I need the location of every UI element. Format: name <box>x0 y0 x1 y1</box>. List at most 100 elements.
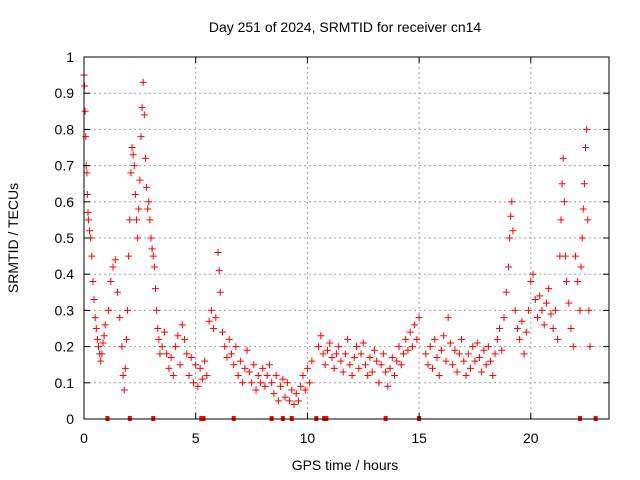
data-point <box>545 285 553 293</box>
data-point <box>181 335 189 343</box>
data-point <box>84 209 92 217</box>
data-point <box>155 335 163 343</box>
data-point <box>234 372 242 380</box>
data-point <box>337 357 345 365</box>
data-points <box>80 71 594 409</box>
data-point <box>462 372 470 380</box>
y-tick-label: 0.7 <box>55 158 75 174</box>
data-point <box>149 252 157 260</box>
data-point <box>84 216 92 224</box>
y-tick-label: 0.4 <box>55 266 75 282</box>
data-point <box>194 382 202 390</box>
data-point <box>160 328 168 336</box>
data-point <box>518 317 526 325</box>
data-point <box>183 350 191 358</box>
data-point <box>509 227 517 235</box>
data-point <box>507 212 515 220</box>
x-tick-label: 0 <box>80 430 88 446</box>
data-point <box>585 306 593 314</box>
data-point <box>346 361 354 369</box>
data-point <box>431 335 439 343</box>
y-tick-label: 1 <box>66 49 74 65</box>
data-point <box>245 368 253 376</box>
data-point <box>370 346 378 354</box>
data-point <box>357 350 365 358</box>
axes <box>83 56 610 420</box>
x-axis-label: GPS time / hours <box>292 457 399 473</box>
data-point <box>154 325 162 332</box>
data-point <box>480 346 488 354</box>
data-point <box>139 78 147 86</box>
data-point <box>185 372 193 380</box>
data-point <box>321 361 329 369</box>
data-point <box>557 216 565 224</box>
data-point <box>451 346 459 354</box>
data-point <box>413 335 421 343</box>
y-tick-label: 0.5 <box>55 230 75 246</box>
data-point <box>578 234 586 242</box>
data-point <box>143 183 151 191</box>
data-point <box>388 353 396 361</box>
data-point <box>203 372 211 380</box>
data-point <box>265 361 273 369</box>
data-point <box>97 357 105 365</box>
data-point <box>326 339 334 347</box>
data-point <box>433 353 441 361</box>
data-point <box>538 306 546 314</box>
data-point <box>482 361 490 369</box>
data-point <box>299 372 307 380</box>
data-point <box>426 343 434 351</box>
data-point <box>308 357 316 365</box>
data-point <box>294 397 302 405</box>
data-point <box>502 288 510 296</box>
data-point <box>580 180 588 188</box>
data-point <box>165 364 173 372</box>
data-point <box>379 350 387 358</box>
data-point <box>167 353 175 361</box>
y-axis-label: SRMTID / TECUs <box>5 183 21 293</box>
data-point <box>500 314 508 322</box>
data-point <box>207 306 215 314</box>
data-point <box>303 364 311 372</box>
data-point <box>254 372 262 380</box>
data-point <box>88 252 96 260</box>
data-point <box>576 306 584 314</box>
y-tick-label: 0.3 <box>55 302 75 318</box>
data-point <box>250 361 258 369</box>
data-point <box>119 372 127 380</box>
data-point <box>135 205 143 213</box>
data-point <box>453 368 461 376</box>
data-point <box>506 234 514 242</box>
data-point <box>109 263 117 271</box>
data-point <box>138 104 146 112</box>
data-point <box>386 364 394 372</box>
data-point <box>558 180 566 188</box>
data-point <box>339 368 347 376</box>
data-point <box>189 379 197 387</box>
data-point <box>368 368 376 376</box>
data-point <box>444 314 452 322</box>
data-point <box>163 350 171 358</box>
data-point <box>525 306 533 314</box>
data-point <box>522 328 530 336</box>
data-point <box>469 343 477 351</box>
data-point <box>100 332 108 340</box>
data-point <box>366 353 374 361</box>
data-point <box>114 288 122 296</box>
data-point <box>214 248 222 256</box>
data-point <box>83 169 91 177</box>
data-point <box>511 306 519 314</box>
data-point <box>395 343 403 351</box>
data-point <box>567 325 575 332</box>
data-point <box>124 306 132 314</box>
data-point <box>148 245 156 253</box>
data-point <box>136 176 144 184</box>
data-point <box>95 343 103 351</box>
data-point <box>140 111 148 119</box>
data-point <box>542 299 550 307</box>
data-point <box>563 277 571 285</box>
data-point <box>141 154 149 162</box>
data-point <box>411 321 419 329</box>
data-point <box>455 350 463 358</box>
